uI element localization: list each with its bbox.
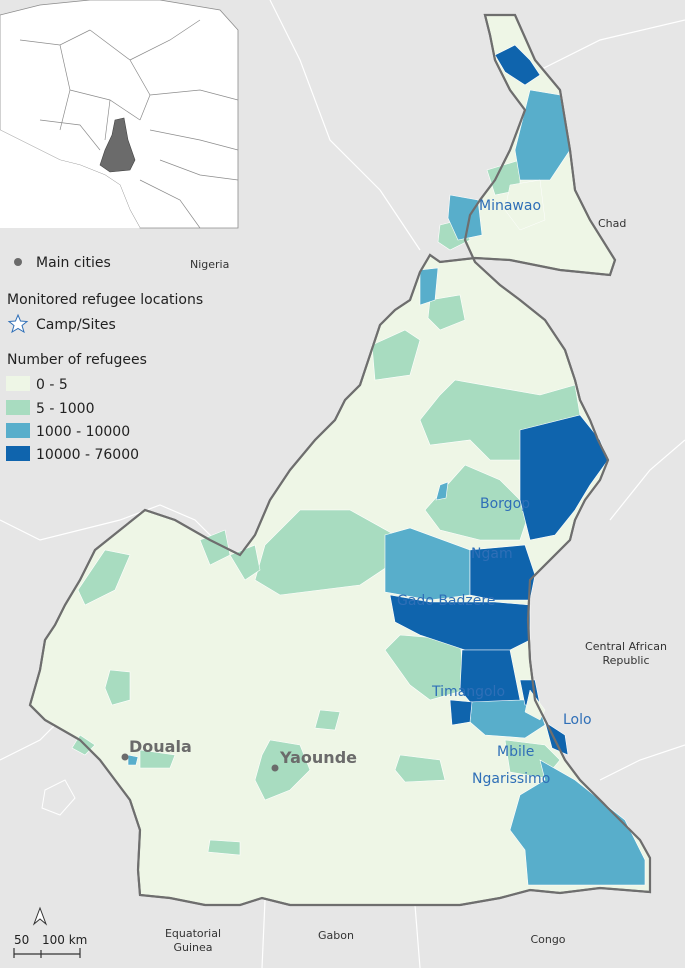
cities: Douala Yaounde bbox=[121, 737, 357, 772]
city-douala: Douala bbox=[129, 737, 192, 756]
north-arrow-icon bbox=[32, 906, 48, 926]
label-gabon: Gabon bbox=[318, 929, 354, 942]
legend-main-cities: Main cities bbox=[36, 255, 111, 271]
label-eq-guinea-line2: Guinea bbox=[173, 941, 212, 954]
site-gado-badzere: Gado Badzere bbox=[397, 593, 495, 609]
site-mbile: Mbile bbox=[497, 744, 534, 760]
map-furniture: 50 100 km bbox=[13, 906, 87, 958]
label-nigeria: Nigeria bbox=[190, 258, 229, 271]
site-ngam: Ngam bbox=[471, 546, 513, 562]
inset-country-lines bbox=[19, 19, 239, 229]
country-labels: Chad Nigeria Central African Republic Eq… bbox=[165, 217, 667, 954]
site-labels: Minawao Borgop Ngam Gado Badzere Timango… bbox=[397, 198, 592, 787]
site-borgop: Borgop bbox=[480, 496, 530, 512]
douala-dot bbox=[121, 753, 129, 761]
bioko-island bbox=[41, 779, 76, 816]
label-congo: Congo bbox=[530, 933, 565, 946]
yaounde-dot bbox=[271, 764, 279, 772]
star-icon bbox=[7, 313, 29, 334]
label-car-line2: Republic bbox=[602, 654, 649, 667]
legend: Main cities Monitored refugee locations … bbox=[6, 255, 203, 463]
locator-inset bbox=[0, 0, 239, 229]
legend-camp-sites: Camp/Sites bbox=[36, 317, 116, 333]
refugee-class-5-1000 bbox=[71, 159, 581, 856]
site-timangolo: Timangolo bbox=[431, 684, 505, 700]
scale-label-100: 100 km bbox=[42, 933, 87, 947]
legend-swatch-1 bbox=[6, 400, 30, 415]
legend-refugees-title: Number of refugees bbox=[7, 352, 147, 368]
legend-class-3: 10000 - 76000 bbox=[36, 447, 139, 463]
legend-swatch-3 bbox=[6, 446, 30, 461]
legend-class-0: 0 - 5 bbox=[36, 377, 68, 393]
inset-cameroon bbox=[99, 117, 136, 173]
scale-bar bbox=[13, 948, 81, 958]
label-eq-guinea-line1: Equatorial bbox=[165, 927, 221, 940]
label-chad: Chad bbox=[598, 217, 626, 230]
label-car-line1: Central African bbox=[585, 640, 667, 653]
legend-class-2: 1000 - 10000 bbox=[36, 424, 130, 440]
site-minawao: Minawao bbox=[479, 198, 541, 214]
legend-swatch-2 bbox=[6, 423, 30, 438]
refugee-class-0-5-inner bbox=[504, 179, 546, 721]
main-city-symbol bbox=[14, 258, 22, 266]
scale-label-50: 50 bbox=[14, 933, 29, 947]
inset-atlantic bbox=[0, 130, 140, 228]
cameroon-border bbox=[28, 13, 652, 907]
site-ngarissimo: Ngarissimo bbox=[472, 771, 550, 787]
site-lolo: Lolo bbox=[563, 712, 592, 728]
legend-swatch-0 bbox=[6, 376, 30, 391]
legend-class-1: 5 - 1000 bbox=[36, 401, 95, 417]
legend-monitored-title: Monitored refugee locations bbox=[7, 292, 203, 308]
city-yaounde: Yaounde bbox=[279, 748, 357, 767]
